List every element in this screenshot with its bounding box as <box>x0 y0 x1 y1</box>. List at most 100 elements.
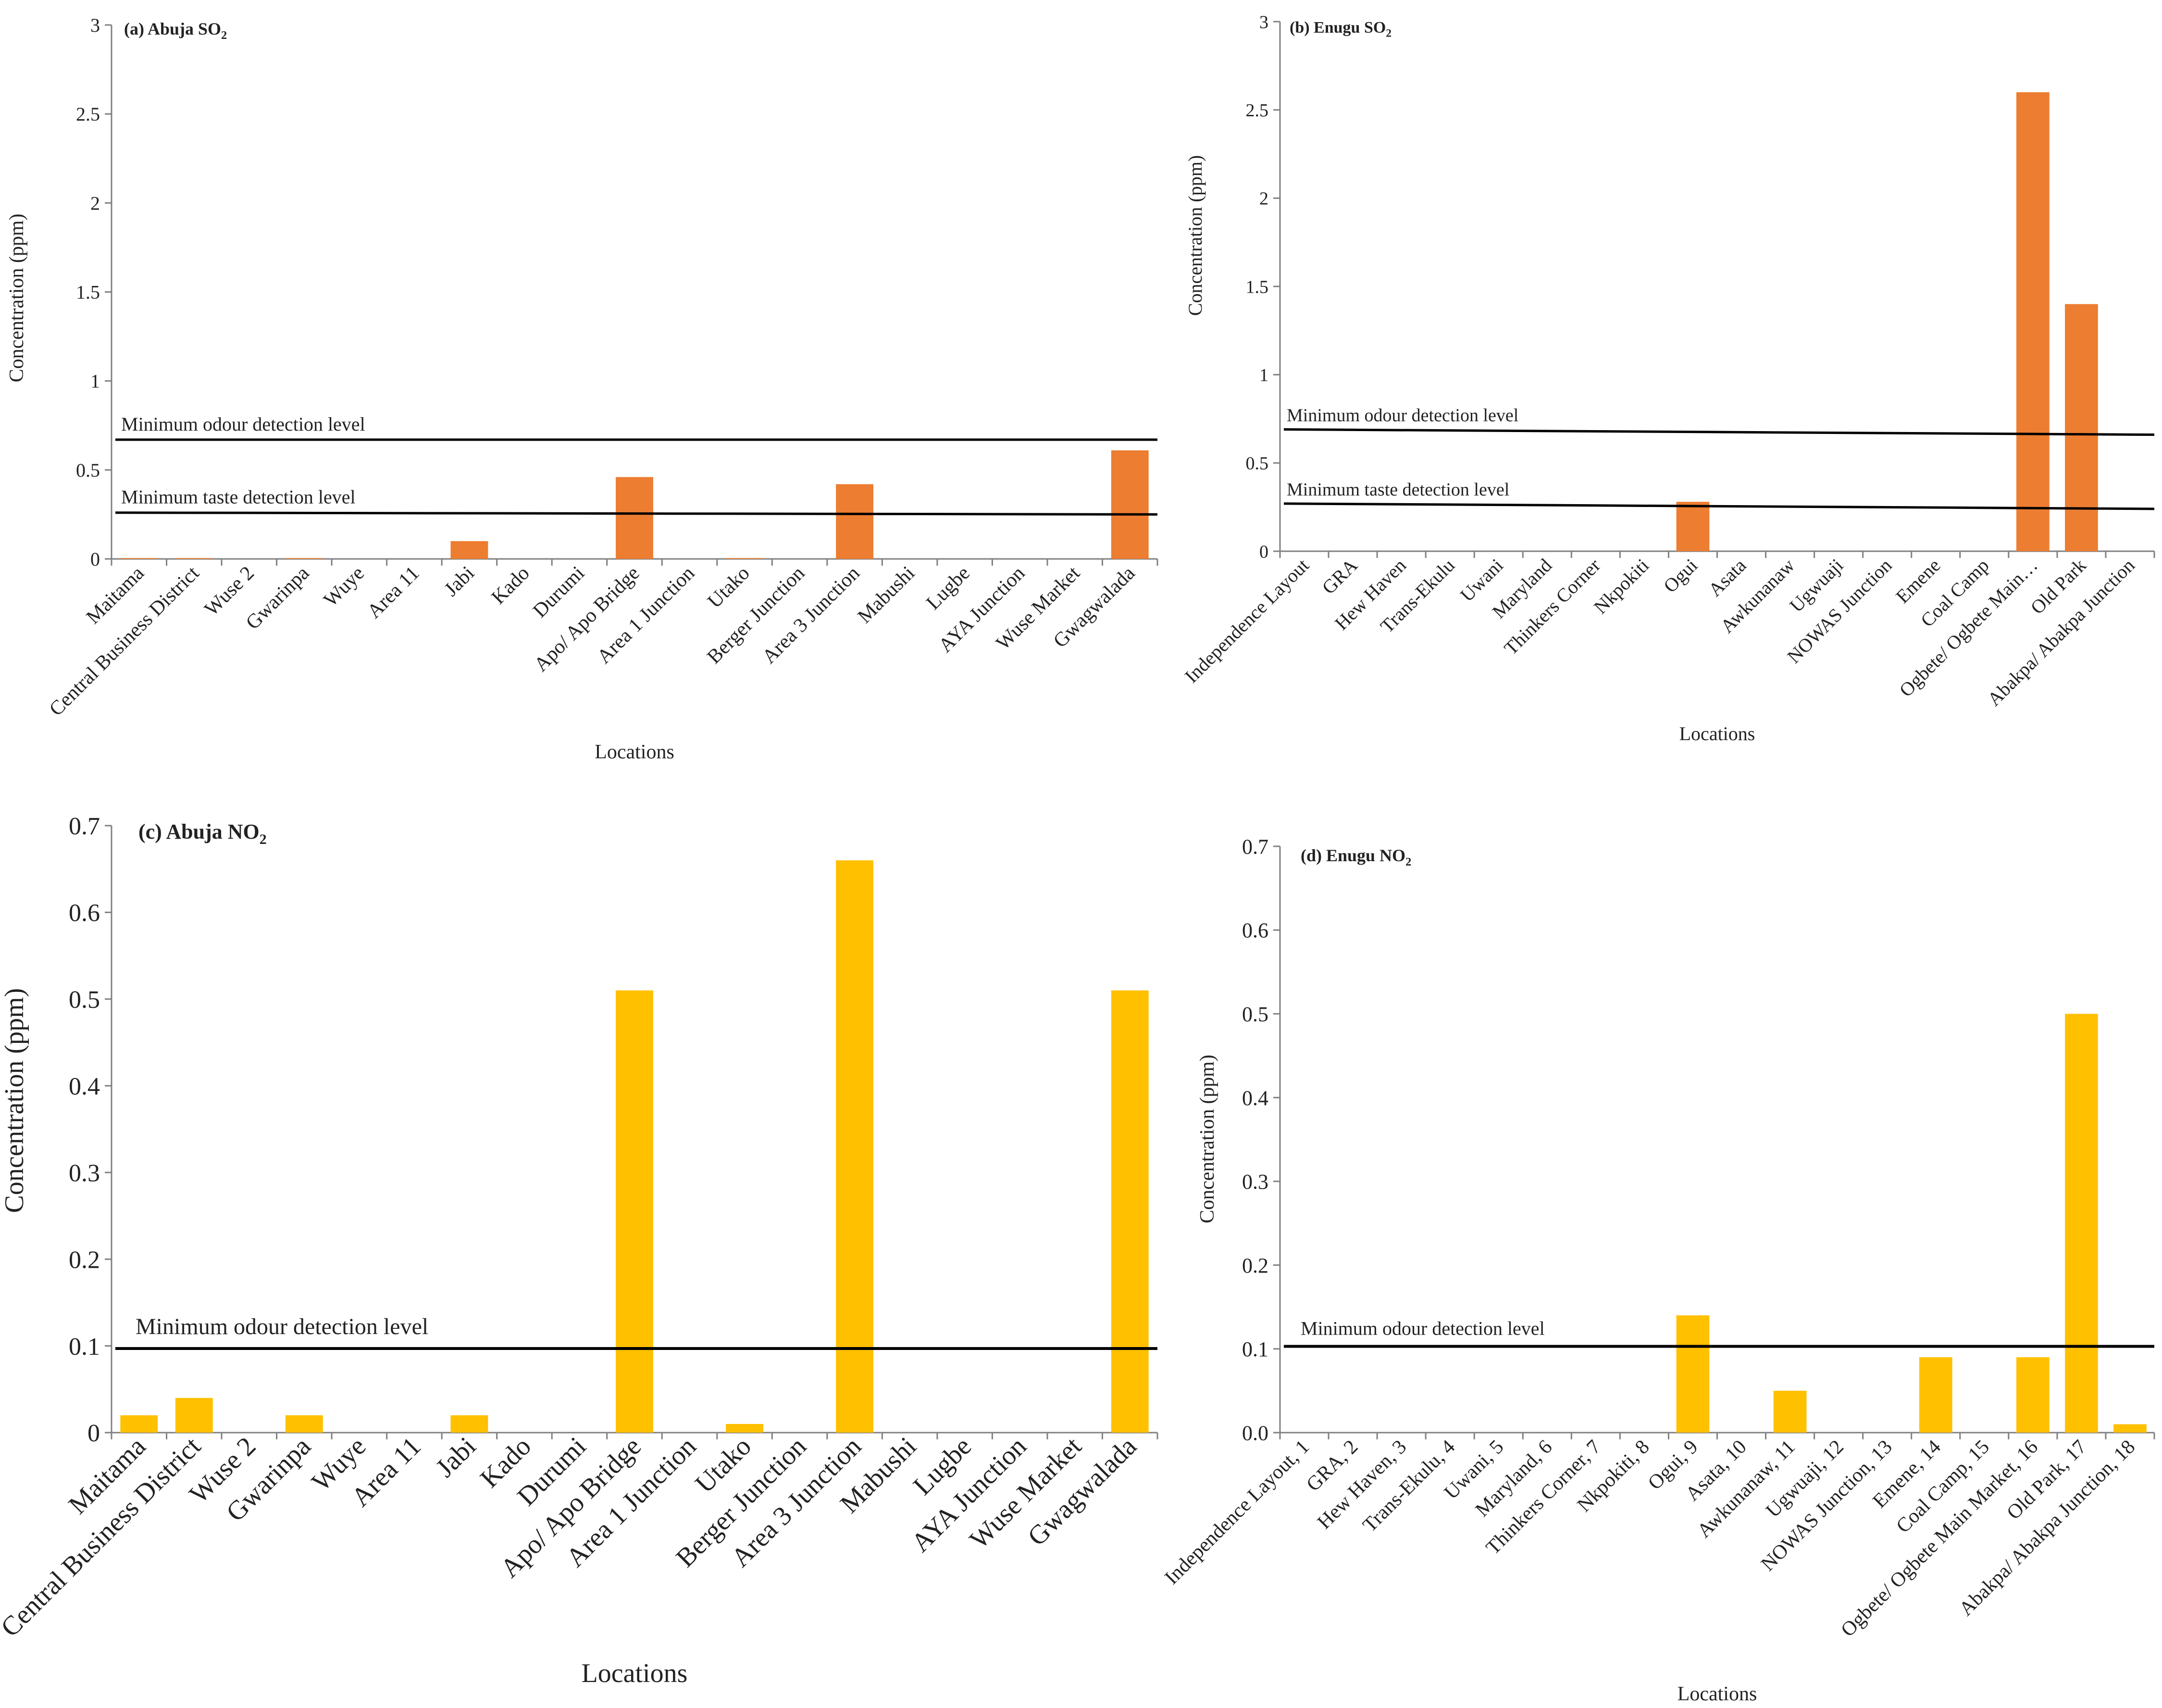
x-tick-label: Independence Layout, 1 <box>1161 1436 1314 1589</box>
y-tick-label: 0.2 <box>69 1246 100 1274</box>
panel-title: (d) Enugu NO2 <box>1301 846 1411 868</box>
bar-19 <box>1111 990 1149 1433</box>
panel-title-subscript: 2 <box>260 831 267 847</box>
y-tick-label: 2 <box>1259 189 1268 209</box>
x-tick-label: Jabi <box>440 562 479 601</box>
y-tick-label: 0.7 <box>1242 835 1268 858</box>
bar-2 <box>175 558 213 559</box>
y-tick-label: 0.7 <box>69 813 100 840</box>
x-tick-label: Area 3 Junction <box>758 562 864 668</box>
x-tick-label: Asata <box>1704 554 1750 600</box>
y-tick-label: 0.1 <box>69 1333 100 1361</box>
reference-line-1 <box>1283 428 2155 436</box>
x-axis-label: Locations <box>1679 723 1755 744</box>
y-tick-label: 1.5 <box>1246 277 1269 297</box>
bar-14 <box>1919 1357 1952 1433</box>
panel-title: (a) Abuja SO2 <box>124 19 227 42</box>
bar-14 <box>836 484 874 559</box>
y-tick-label: 0.5 <box>69 986 100 1014</box>
x-tick-label: Independence Layout <box>1180 555 1313 687</box>
x-axis-label: Locations <box>595 741 674 763</box>
panel-title-text: (a) Abuja SO <box>124 19 221 38</box>
bar-19 <box>1111 450 1149 559</box>
x-axis-label: Locations <box>1677 1683 1757 1705</box>
x-tick-label: Jabi <box>430 1431 482 1483</box>
panel-title-text: (d) Enugu NO <box>1301 846 1405 865</box>
y-tick-label: 3 <box>90 14 100 36</box>
y-tick-label: 0.2 <box>1242 1254 1268 1277</box>
y-axis-label: Concentration (ppm) <box>1184 155 1206 316</box>
y-tick-label: 0.1 <box>1242 1337 1268 1361</box>
bar-14 <box>836 860 874 1433</box>
reference-line-label: Minimum odour detection level <box>136 1314 428 1339</box>
panel-title-subscript: 2 <box>221 29 227 42</box>
y-axis-label: Concentration (ppm) <box>0 988 29 1213</box>
chart-panel-4: 0.0 0.1 0.2 0.3 0.4 0.5 0.6 0.7 Independence Lay… <box>1161 835 2155 1705</box>
x-tick-label: Area 11 <box>363 562 423 623</box>
bar-9 <box>1676 1315 1710 1433</box>
y-tick-label: 1 <box>90 371 100 392</box>
y-tick-label: 0.0 <box>1242 1421 1268 1445</box>
bar-17 <box>2065 1014 2098 1433</box>
y-tick-label: 0 <box>90 548 100 570</box>
panel-title-text: (b) Enugu SO <box>1290 19 1386 37</box>
y-tick-label: 0.5 <box>76 459 100 481</box>
bar-10 <box>616 990 653 1433</box>
x-axis-label: Locations <box>582 1658 688 1688</box>
x-tick-label: Berger Junction <box>703 562 809 668</box>
bar-2 <box>175 1398 213 1433</box>
y-axis-label: Concentration (ppm) <box>6 213 28 382</box>
bar-1 <box>120 1415 158 1433</box>
panel-title: (b) Enugu SO2 <box>1290 19 1392 40</box>
x-tick-label: Mabushi <box>854 562 919 628</box>
bar-4 <box>285 1415 323 1433</box>
y-tick-label: 0.6 <box>1242 919 1268 942</box>
bar-4 <box>285 558 323 559</box>
x-tick-label: Nkpokiti <box>1590 555 1653 618</box>
bar-12 <box>726 558 763 559</box>
reference-line-label: Minimum odour detection level <box>121 413 365 435</box>
x-tick-label: Wuye <box>320 562 369 611</box>
panel-title-text: (c) Abuja NO <box>138 820 260 843</box>
y-tick-label: 3 <box>1259 12 1268 32</box>
y-tick-label: 0.5 <box>1246 454 1269 474</box>
bar-12 <box>726 1423 763 1433</box>
y-tick-label: 0.4 <box>69 1073 100 1100</box>
reference-line-2 <box>1283 502 2155 510</box>
reference-line-2 <box>115 511 1158 516</box>
y-tick-label: 2.5 <box>1246 100 1269 121</box>
reference-line-label: Minimum odour detection level <box>1301 1317 1545 1339</box>
bar-17 <box>2065 304 2098 551</box>
reference-line-label: Minimum taste detection level <box>1287 480 1509 500</box>
y-tick-label: 0.3 <box>69 1160 100 1187</box>
bar-1 <box>120 558 158 559</box>
panel-title: (c) Abuja NO2 <box>138 820 267 847</box>
y-tick-label: 1.5 <box>76 282 100 303</box>
x-tick-label: Ogui <box>1659 555 1702 597</box>
x-tick-label: GRA <box>1317 554 1362 598</box>
reference-line-label: Minimum taste detection level <box>121 486 356 508</box>
y-tick-label: 0.6 <box>69 900 100 927</box>
y-tick-label: 0 <box>87 1420 100 1447</box>
panel-title-subscript: 2 <box>1386 27 1392 40</box>
y-tick-label: 0.5 <box>1242 1003 1268 1026</box>
bar-9 <box>1676 502 1710 551</box>
bar-7 <box>450 541 488 559</box>
x-tick-label: Utako <box>704 562 754 613</box>
bar-16 <box>2016 1357 2050 1433</box>
y-tick-label: 0.4 <box>1242 1086 1268 1110</box>
x-tick-label: Kado <box>487 562 534 609</box>
x-tick-label: Lugbe <box>922 562 974 614</box>
bar-7 <box>450 1415 488 1433</box>
panel-title-subscript: 2 <box>1405 855 1411 868</box>
y-tick-label: 0 <box>1259 542 1268 562</box>
y-tick-label: 0.3 <box>1242 1170 1268 1194</box>
y-axis-label: Concentration (ppm) <box>1196 1054 1218 1223</box>
bar-10 <box>616 477 653 559</box>
bar-16 <box>2016 92 2050 551</box>
bar-18 <box>2113 1424 2147 1433</box>
